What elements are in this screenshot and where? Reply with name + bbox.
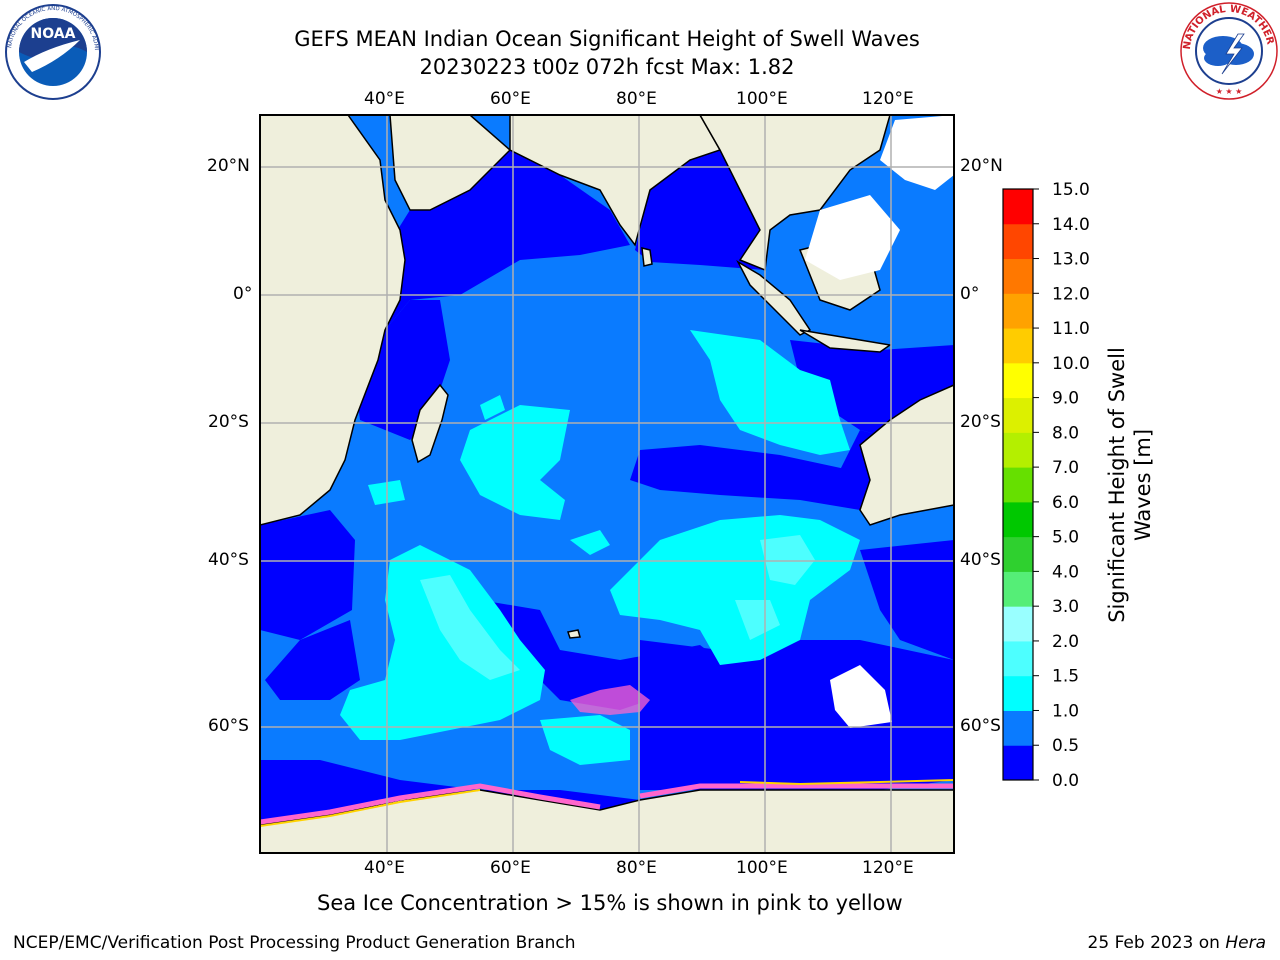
lat-label-left-20n: 20°N <box>207 156 250 176</box>
svg-text:★ ★ ★: ★ ★ ★ <box>1216 87 1243 96</box>
lat-label-right-60s: 60°S <box>960 716 1001 736</box>
colorbar-segment <box>1003 710 1033 746</box>
colorbar-tick-label: 4.0 <box>1052 562 1079 582</box>
colorbar-tick-label: 11.0 <box>1052 319 1090 339</box>
colorbar-segment <box>1003 432 1033 468</box>
lon-label-top-60e: 60°E <box>490 89 531 109</box>
colorbar-tick-label: 15.0 <box>1052 180 1090 200</box>
lat-label-right-20s: 20°S <box>960 412 1001 432</box>
svg-text:NOAA: NOAA <box>31 26 76 42</box>
colorbar-segment <box>1003 536 1033 572</box>
lat-label-right-40s: 40°S <box>960 550 1001 570</box>
colorbar-segment <box>1003 675 1033 711</box>
lon-label-top-40e: 40°E <box>364 89 405 109</box>
noaa-logo: NOAA NATIONAL OCEANIC AND ATMOSPHERIC AD… <box>2 2 101 100</box>
colorbar-segment <box>1003 189 1033 225</box>
colorbar-tick-label: 0.0 <box>1052 771 1079 791</box>
colorbar-segment <box>1003 362 1033 399</box>
colorbar-tick-label: 9.0 <box>1052 389 1079 409</box>
lon-label-bottom-120e: 120°E <box>862 858 914 878</box>
colorbar-segment <box>1003 640 1033 677</box>
lon-label-top-120e: 120°E <box>862 89 914 109</box>
colorbar-ticks: 0.0 0.5 1.0 1.5 2.0 3.0 4.0 5.0 6.0 7.0 8.0 9.0 10.0… <box>1033 180 1090 791</box>
lon-label-top-100e: 100°E <box>736 89 788 109</box>
colorbar-tick-label: 12.0 <box>1052 284 1090 304</box>
colorbar-label-line1: Significant Height of Swell <box>1105 347 1129 623</box>
lat-label-left-60s: 60°S <box>208 716 249 736</box>
map-subtitle-forecast: 20230223 t00z 072h fcst Max: 1.82 <box>419 55 795 79</box>
colorbar-tick-label: 6.0 <box>1052 493 1079 513</box>
lat-label-right-20n: 20°N <box>960 156 1003 176</box>
colorbar-tick-label: 2.0 <box>1052 632 1079 652</box>
nws-logo: NATIONAL WEATHER SERVICE ★ ★ ★ <box>1178 0 1278 100</box>
colorbar-label-line2: Waves [m] <box>1131 428 1155 542</box>
colorbar-tick-label: 10.0 <box>1052 354 1090 374</box>
lon-label-bottom-100e: 100°E <box>736 858 788 878</box>
colorbar-tick-label: 1.0 <box>1052 701 1079 721</box>
colorbar-tick-label: 3.0 <box>1052 597 1079 617</box>
lat-label-left-0: 0° <box>233 284 253 304</box>
footer-agency: NCEP/EMC/Verification Post Processing Pr… <box>13 933 576 953</box>
lat-label-right-0: 0° <box>960 284 980 304</box>
colorbar-segment <box>1003 258 1033 294</box>
footer-machine: Hera <box>1225 933 1266 953</box>
lon-label-top-80e: 80°E <box>616 89 657 109</box>
lon-label-bottom-80e: 80°E <box>616 858 657 878</box>
colorbar-tick-label: 0.5 <box>1052 736 1079 756</box>
colorbar <box>1003 189 1033 781</box>
map-title: GEFS MEAN Indian Ocean Significant Heigh… <box>294 27 920 51</box>
colorbar-segment <box>1003 397 1033 433</box>
lat-label-left-40s: 40°S <box>208 550 249 570</box>
colorbar-segment <box>1003 223 1033 260</box>
no-data-areas <box>805 115 954 728</box>
land-masses <box>260 115 954 853</box>
colorbar-tick-label: 14.0 <box>1052 215 1090 235</box>
colorbar-segment <box>1003 606 1033 642</box>
colorbar-tick-label: 8.0 <box>1052 423 1079 443</box>
colorbar-segment <box>1003 501 1033 538</box>
map-gridlines <box>260 115 954 853</box>
colorbar-tick-label: 13.0 <box>1052 250 1090 270</box>
lon-label-bottom-60e: 60°E <box>490 858 531 878</box>
colorbar-frame <box>1002 188 1034 781</box>
colorbar-tick-label: 7.0 <box>1052 458 1079 478</box>
sea-ice-note: Sea Ice Concentration > 15% is shown in … <box>317 891 903 915</box>
footer-date-text: 25 Feb 2023 on <box>1087 933 1226 953</box>
lat-label-left-20s: 20°S <box>208 412 249 432</box>
footer-date: 25 Feb 2023 on Hera <box>1088 933 1266 953</box>
lon-label-bottom-40e: 40°E <box>364 858 405 878</box>
colorbar-tick-label: 5.0 <box>1052 528 1079 548</box>
colorbar-segment <box>1003 745 1033 781</box>
colorbar-segment <box>1003 293 1033 329</box>
colorbar-segment <box>1003 467 1033 503</box>
colorbar-tick-label: 1.5 <box>1052 667 1079 687</box>
colorbar-segment <box>1003 571 1033 607</box>
map-frame <box>259 114 955 854</box>
swell-high-zones <box>420 535 815 680</box>
colorbar-segment <box>1003 328 1033 364</box>
